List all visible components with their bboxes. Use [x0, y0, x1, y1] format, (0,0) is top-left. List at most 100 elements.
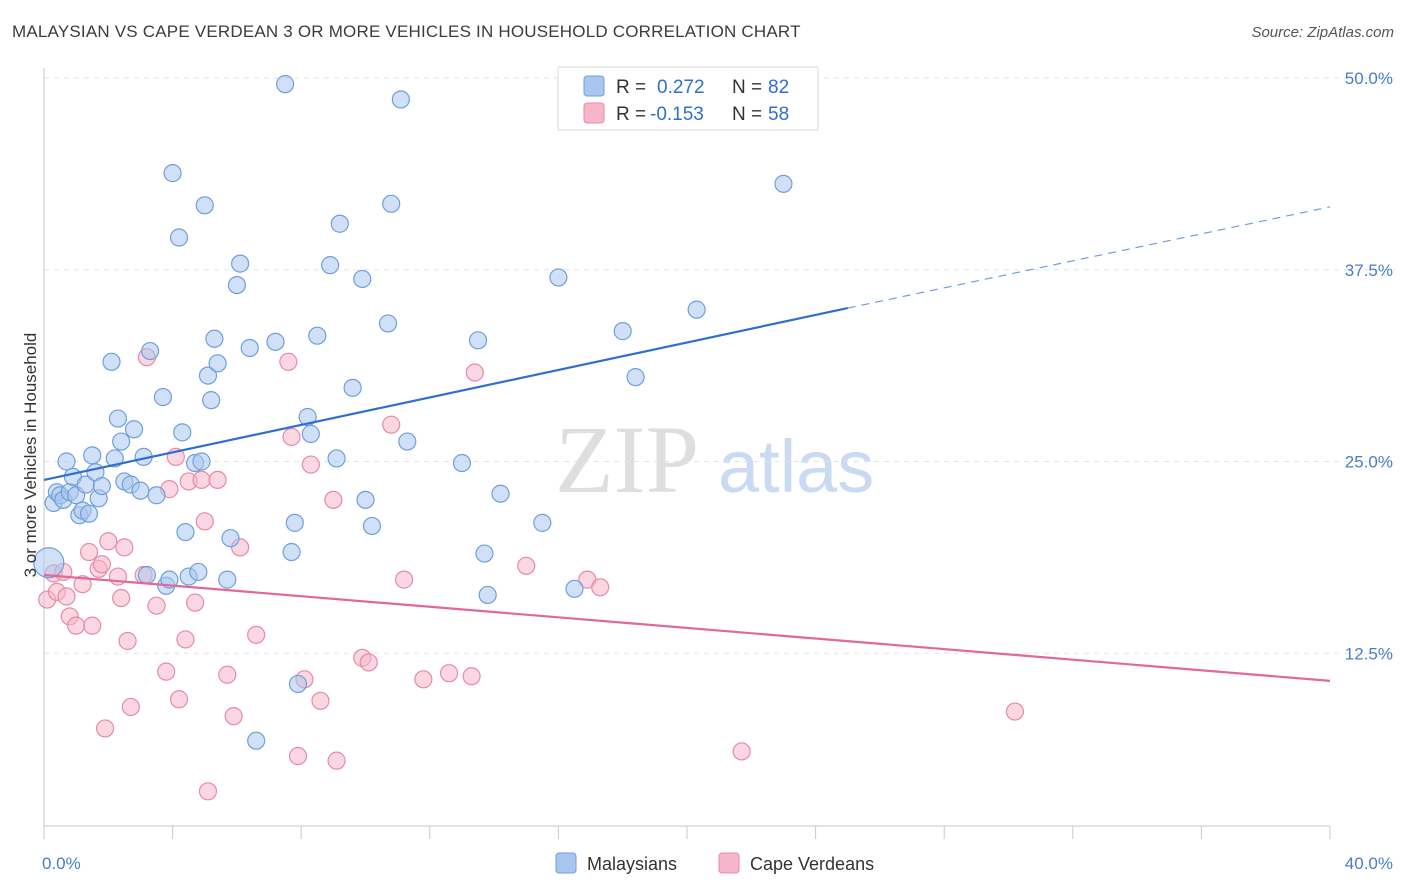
malaysian-point — [687, 300, 706, 319]
cape-verdean-point — [732, 742, 751, 761]
cape-verdean-trend-line — [43, 573, 1331, 682]
cape-verdean-point — [327, 751, 346, 770]
cape-verdean-point — [208, 470, 227, 490]
cape-verdean-point — [439, 664, 459, 683]
legend-r-value-cape-verdeans: -0.153 — [650, 104, 704, 125]
malaysian-point — [163, 164, 182, 183]
malaysian-point — [613, 322, 632, 341]
malaysian-point — [173, 423, 192, 442]
malaysian-points — [33, 75, 793, 750]
legend-r-label: R = — [616, 104, 646, 125]
malaysian-point — [391, 90, 410, 109]
malaysian-point — [475, 544, 494, 563]
cape-verdean-point — [67, 616, 86, 635]
malaysian-point — [140, 341, 160, 361]
malaysian-point — [147, 486, 166, 505]
legend-box: R = 0.272 N = 82 R = -0.153 N = 58 — [557, 66, 819, 131]
cape-verdean-point — [247, 625, 266, 644]
malaysian-point — [478, 585, 497, 605]
cape-verdean-point — [186, 593, 205, 612]
cape-verdean-point — [462, 667, 481, 686]
bottom-legend-swatch-malaysians — [555, 852, 577, 874]
source-label: Source: ZipAtlas.com — [1251, 24, 1394, 41]
malaysian-point — [288, 674, 308, 694]
malaysian-point — [227, 275, 246, 295]
legend-n-value-cape-verdeans: 58 — [768, 104, 789, 125]
legend-n-label: N = — [732, 104, 762, 125]
tick-labels: 12.5% 25.0% 37.5% 50.0% 0.0% 40.0% — [42, 69, 1393, 873]
cape-verdean-point — [192, 470, 211, 490]
malaysian-point — [153, 387, 173, 407]
malaysian-point — [189, 562, 208, 582]
legend-swatch-malaysians — [583, 75, 605, 97]
malaysian-point — [321, 256, 340, 275]
malaysian-point — [301, 424, 320, 443]
cape-verdean-point — [73, 575, 92, 594]
chart-title: MALAYSIAN VS CAPE VERDEAN 3 OR MORE VEHI… — [12, 22, 801, 41]
malaysian-point — [218, 570, 237, 589]
legend-r-value-malaysians: 0.272 — [657, 77, 705, 98]
malaysian-point — [108, 409, 128, 428]
cape-verdean-point — [324, 490, 343, 509]
cape-verdean-point — [147, 596, 166, 615]
cape-verdean-point — [311, 691, 330, 710]
malaysian-point — [169, 228, 189, 247]
cape-verdean-point — [115, 538, 134, 557]
cape-verdean-point — [414, 670, 433, 689]
malaysian-point — [112, 432, 131, 451]
cape-verdean-point — [224, 707, 243, 726]
malaysian-point — [102, 352, 121, 371]
bottom-legend-swatch-cape-verdeans — [718, 852, 740, 874]
watermark-atlas: atlas — [718, 425, 874, 508]
cape-verdean-point — [79, 542, 99, 562]
cape-verdean-point — [92, 555, 111, 574]
cape-verdean-point — [1005, 702, 1025, 721]
malaysian-point — [33, 547, 65, 579]
cape-verdean-point — [112, 588, 131, 608]
x-tick-label: 0.0% — [42, 854, 81, 873]
cape-verdean-point — [176, 630, 195, 649]
malaysian-point — [83, 446, 102, 465]
cape-verdean-point — [382, 415, 401, 434]
cape-verdean-point — [198, 782, 218, 801]
malaysian-point — [266, 332, 285, 351]
cape-verdean-point — [517, 556, 536, 575]
cape-verdean-point — [279, 352, 298, 371]
malaysian-point — [221, 529, 240, 548]
malaysian-point — [192, 452, 211, 471]
cape-verdean-point — [83, 616, 102, 635]
cape-verdean-point — [394, 570, 414, 589]
x-tick-label: 40.0% — [1345, 854, 1393, 873]
cape-verdean-point — [118, 631, 137, 651]
cape-verdean-point — [169, 690, 189, 709]
cape-verdean-point — [195, 512, 214, 531]
malaysian-point — [327, 449, 346, 468]
malaysian-point — [137, 565, 156, 585]
malaysian-point — [282, 542, 301, 562]
malaysian-trend-extension — [847, 206, 1331, 309]
cape-verdean-point — [591, 578, 610, 597]
malaysian-point — [308, 326, 327, 345]
y-tick-label: 50.0% — [1345, 69, 1393, 88]
malaysian-point — [549, 268, 568, 287]
bottom-legend-label-cape-verdeans: Cape Verdeans — [750, 854, 874, 874]
legend-n-value-malaysians: 82 — [768, 77, 789, 98]
malaysian-point — [79, 504, 99, 523]
cape-verdean-point — [121, 697, 140, 717]
malaysian-point — [382, 194, 401, 213]
malaysian-point — [124, 420, 144, 439]
bottom-legend: Malaysians Cape Verdeans — [555, 852, 874, 874]
malaysian-point — [353, 269, 372, 289]
cape-verdean-point — [465, 363, 484, 382]
axes — [43, 68, 1331, 839]
malaysian-point — [398, 432, 417, 451]
cape-verdean-point — [57, 587, 76, 606]
malaysian-point — [205, 329, 224, 348]
malaysian-point — [330, 214, 349, 233]
malaysian-point — [92, 476, 111, 496]
malaysian-point — [626, 368, 645, 387]
malaysian-point — [343, 378, 362, 397]
cape-verdean-point — [95, 719, 115, 738]
cape-verdean-point — [218, 665, 237, 684]
malaysian-point — [362, 516, 382, 536]
